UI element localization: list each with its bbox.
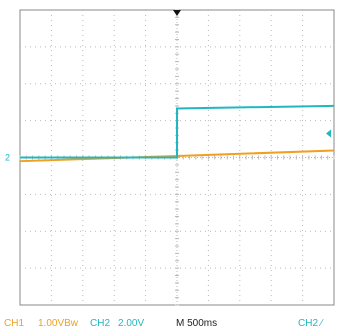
- ch1-scale: 1.00VBw: [38, 318, 79, 329]
- ch2-scale: 2.00V: [118, 318, 145, 329]
- status-bar: CH1 1.00VBw CH2 2.00V M 500ms CH2 ∕: [0, 314, 338, 333]
- ch1-label: CH1: [4, 318, 25, 329]
- trigger-level-marker: [326, 129, 331, 138]
- ch2-label: CH2: [90, 318, 111, 329]
- oscilloscope-screen: 2: [5, 9, 335, 306]
- ch2-ground-marker: 2: [5, 153, 10, 163]
- ch2-trace: [20, 104, 335, 159]
- trigger-source: CH2 ∕: [298, 318, 323, 329]
- trigger-position-marker: [173, 10, 181, 16]
- timebase-readout: M 500ms: [176, 318, 218, 329]
